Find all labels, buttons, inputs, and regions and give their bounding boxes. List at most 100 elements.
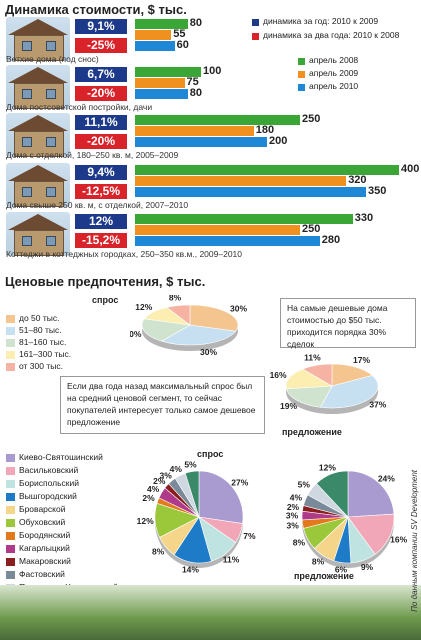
bar xyxy=(135,225,300,235)
category-label: Дома с отделкой, 180–250 кв. м, 2005–200… xyxy=(6,150,179,160)
bar-value: 80 xyxy=(189,17,203,29)
region-label: Броварской xyxy=(19,504,66,514)
pie-label: 2% xyxy=(153,476,166,486)
legend-swatch xyxy=(6,315,15,323)
region-label: Васильковский xyxy=(19,465,79,475)
category-label: Коттеджи в коттеджных городках, 250–350 … xyxy=(6,249,242,259)
house-window xyxy=(22,41,32,51)
legend-label: динамика за год: 2010 к 2009 xyxy=(263,16,379,26)
pie-label: 9% xyxy=(361,562,374,572)
region-label: Кагарлыцкий xyxy=(19,543,70,553)
pie-label: 3% xyxy=(159,470,172,480)
pie-label: 6% xyxy=(335,565,348,575)
pie-demand-label: спрос xyxy=(92,295,119,305)
region-supply-label: предложение xyxy=(294,571,354,581)
legend-swatch xyxy=(6,506,15,514)
pie-label: 5% xyxy=(184,460,197,470)
house-window xyxy=(22,187,32,197)
pie-slice xyxy=(166,304,191,326)
pie-label: 7% xyxy=(243,531,256,541)
house-photo xyxy=(6,113,70,157)
legend-swatch xyxy=(6,519,15,527)
pie-label: 16% xyxy=(390,535,407,545)
legend-label: до 50 тыс. xyxy=(19,313,60,323)
pie-label: 4% xyxy=(170,464,183,474)
source-note: По данным компании SV Development xyxy=(410,470,419,612)
pie-slice xyxy=(285,368,334,390)
pie-label: 30% xyxy=(230,303,247,313)
yoy-badge: 9,4% xyxy=(75,165,127,180)
bar-value: 100 xyxy=(203,65,222,77)
house-roof xyxy=(8,115,68,131)
bar xyxy=(135,214,353,224)
yoy-badge: 6,7% xyxy=(75,67,127,82)
bar-value: 80 xyxy=(189,87,203,99)
pie-price-demand: 30% 30% 20% 12% 8% xyxy=(130,295,247,357)
house-window xyxy=(46,236,56,246)
legend-swatch xyxy=(6,480,15,488)
bar-value: 180 xyxy=(255,124,275,136)
pie-slice xyxy=(184,470,200,518)
pie-price-supply: 17% 37% 19% 16% 11% xyxy=(270,352,387,414)
bar xyxy=(135,41,175,51)
legend-label: 51–80 тыс. xyxy=(19,325,62,335)
bar-value: 60 xyxy=(176,39,189,51)
pie-label: 4% xyxy=(290,492,303,502)
bar xyxy=(135,187,366,197)
legend-swatch xyxy=(6,339,15,347)
pie-label: 27% xyxy=(231,477,248,487)
region-demand-label: спрос xyxy=(197,449,224,459)
house-roof xyxy=(8,165,68,181)
house-photo xyxy=(6,212,70,256)
house-window xyxy=(46,41,56,51)
legend-label: апрель 2008 xyxy=(309,55,359,65)
pie-label: 37% xyxy=(369,400,386,410)
legend-label: апрель 2010 xyxy=(309,81,359,91)
bar xyxy=(135,30,172,40)
region-label: Вышгородский xyxy=(19,491,77,501)
two-year-badge: -15,2% xyxy=(75,233,127,248)
pie-slice xyxy=(161,324,237,346)
bar xyxy=(135,115,300,125)
pie-slice xyxy=(331,363,373,387)
pie-slice xyxy=(347,470,395,518)
two-year-badge: -25% xyxy=(75,38,127,53)
legend-swatch xyxy=(6,545,15,553)
house-window xyxy=(22,137,32,147)
house-window xyxy=(46,89,56,99)
region-label: Фастовский xyxy=(19,569,65,579)
legend-swatch xyxy=(298,58,305,65)
legend-label: 81–160 тыс. xyxy=(19,337,67,347)
region-label: Макаровский xyxy=(19,556,71,566)
pie-label: 11% xyxy=(304,352,321,362)
yoy-badge: 9,1% xyxy=(75,19,127,34)
legend-swatch xyxy=(6,454,15,462)
house-window xyxy=(22,236,32,246)
legend-swatch xyxy=(252,33,259,40)
pie-label: 17% xyxy=(353,355,370,365)
legend-swatch xyxy=(6,327,15,335)
bar-value: 250 xyxy=(302,223,321,235)
pie-label: 8% xyxy=(312,557,325,567)
legend-swatch xyxy=(6,558,15,566)
house-window xyxy=(22,89,32,99)
pie-slice xyxy=(141,318,191,342)
pie-supply-label: предложение xyxy=(282,427,342,437)
pie-slice xyxy=(301,363,333,387)
pie-slice xyxy=(347,513,395,555)
pie-label: 14% xyxy=(182,564,199,574)
bar xyxy=(135,19,188,29)
pie-label: 16% xyxy=(270,370,287,380)
house-photo xyxy=(6,65,70,109)
bar xyxy=(135,137,267,147)
pie-region-demand: 27%7%11%14%8%12%2%4%2%3%4% 5% xyxy=(137,460,256,575)
legend-swatch xyxy=(6,351,15,359)
region-label: Бориспольский xyxy=(19,478,80,488)
house-photo xyxy=(6,17,70,61)
pie-slice xyxy=(285,385,333,408)
category-label: Дома постсоветской постройки, дачи xyxy=(6,102,153,112)
bar-value: 250 xyxy=(302,113,321,125)
house-roof xyxy=(8,214,68,230)
legend-label: динамика за два года: 2010 к 2008 xyxy=(263,30,400,40)
two-year-badge: -20% xyxy=(75,86,127,101)
